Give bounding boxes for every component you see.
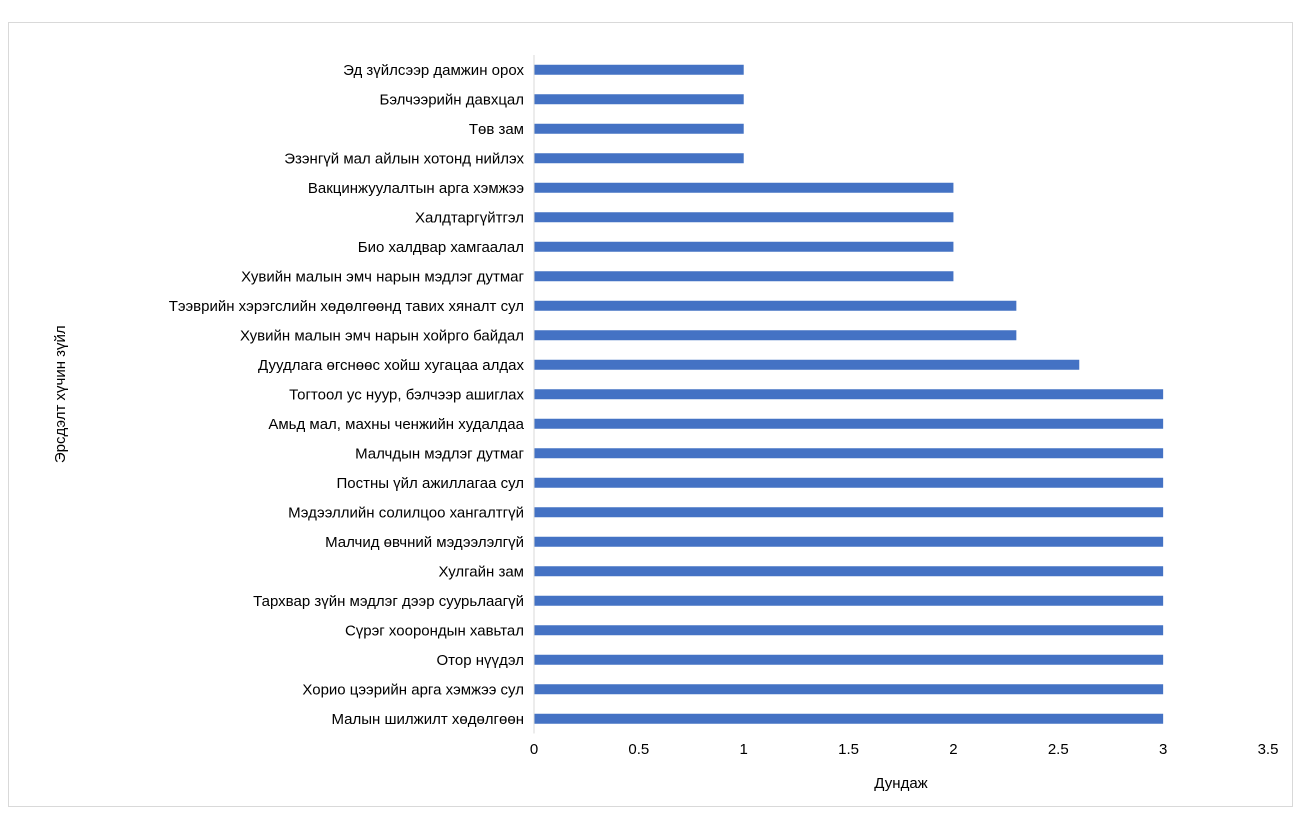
bar [534,359,1080,370]
category-label: Малчдын мэдлэг дутмаг [355,445,524,462]
x-tick-label: 3 [1159,741,1167,758]
bar-chart: Малын шилжилт хөдөлгөөн Хорио цээрийн арг… [52,55,1279,792]
bar [534,684,1164,695]
x-tick-label: 0.5 [628,741,649,758]
category-label: Малын шилжилт хөдөлгөөн [332,711,525,728]
bar [534,448,1164,459]
bars-group [534,64,1164,724]
x-tick-label: 2.5 [1048,741,1069,758]
bar [534,94,744,105]
bar [534,566,1164,577]
chart-frame: Малын шилжилт хөдөлгөөн Хорио цээрийн арг… [8,22,1293,807]
category-label: Хувийн малын эмч нарын мэдлэг дутмаг [241,268,524,285]
bar [534,654,1164,665]
x-tick-label: 2 [949,741,957,758]
category-label: Амьд мал, махны ченжийн худалдаа [268,416,524,433]
x-tick-label: 3.5 [1258,741,1279,758]
x-tick-label: 1 [740,741,748,758]
bar [534,153,744,164]
bar [534,625,1164,636]
bar [534,595,1164,606]
x-tick-label: 1.5 [838,741,859,758]
y-axis-label: Эрсдэлт хүчин зүйл [52,325,69,463]
category-label: Хорио цээрийн арга хэмжээ сул [302,681,524,698]
category-label: Малчид өвчний мэдээлэлгүй [325,534,524,551]
category-label: Халдтаргүйтгэл [415,209,524,226]
bar [534,271,954,282]
bar [534,241,954,252]
x-tick-labels: 0 0.5 1 1.5 2 2.5 3 3.5 [530,741,1279,758]
bar [534,418,1164,429]
category-label: Дуудлага өгснөөс хойш хугацаа алдах [258,357,524,374]
category-label: Хувийн малын эмч нарын хойрго байдал [240,327,524,344]
bar [534,300,1017,311]
bar [534,536,1164,547]
category-label: Эд зүйлсээр дамжин орох [343,62,524,79]
bar [534,389,1164,400]
bar [534,212,954,223]
category-label: Тээврийн хэрэгслийн хөдөлгөөнд тавих хян… [169,298,524,315]
bar [534,182,954,193]
category-label: Төв зам [469,121,524,138]
category-label: Био халдвар хамгаалал [358,239,524,256]
category-label: Бэлчээрийн давхцал [379,91,524,108]
category-label: Эзэнгүй мал айлын хотонд нийлэх [284,150,524,167]
bar [534,64,744,75]
bar [534,713,1164,724]
category-label: Тархвар зүйн мэдлэг дээр суурьлаагүй [253,593,524,610]
x-axis-label: Дундаж [874,775,927,792]
category-label: Тогтоол ус нуур, бэлчээр ашиглах [289,386,524,403]
bar [534,330,1017,341]
category-label: Вакцинжуулалтын арга хэмжээ [308,180,524,197]
category-label: Хулгайн зам [439,563,524,580]
x-tick-label: 0 [530,741,538,758]
bar [534,507,1164,518]
category-labels: Малын шилжилт хөдөлгөөн Хорио цээрийн арг… [169,62,525,728]
bar [534,477,1164,488]
bar [534,123,744,134]
category-label: Постны үйл ажиллагаа сул [336,475,524,492]
category-label: Сүрэг хоорондын хавьтал [345,622,524,639]
category-label: Отор нүүдэл [436,652,524,669]
category-label: Мэдээллийн солилцоо хангалтгүй [288,504,524,521]
